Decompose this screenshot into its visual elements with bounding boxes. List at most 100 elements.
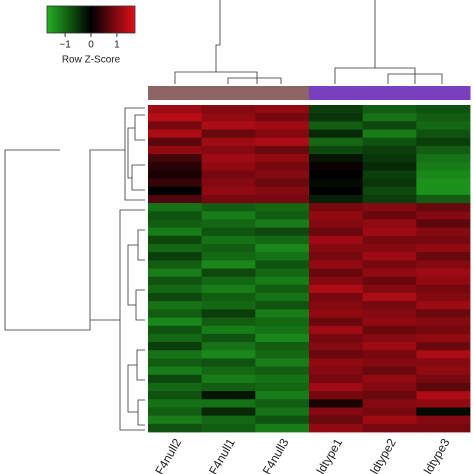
heatmap-cell [255,276,310,286]
heatmap-cell [201,113,256,122]
heatmap-cell [255,366,310,376]
heatmap-cell [362,423,417,433]
heatmap-cell [148,235,203,245]
heatmap-cell [201,121,256,130]
heatmap-cell [362,105,417,114]
heatmap-cell [148,366,203,376]
heatmap-cell [416,162,471,171]
heatmap-cell [416,366,471,376]
heatmap-cell [309,121,364,130]
heatmap-cell [416,186,471,196]
heatmap-cell [362,113,417,122]
heatmap-cell [416,374,471,384]
heatmap-cell [255,317,310,327]
heatmap-cell [362,227,417,237]
heatmap-cell [148,333,203,343]
heatmap-cell [201,391,256,400]
heatmap-cell [255,399,310,408]
heatmap-cell [416,407,471,417]
heatmap-cell [201,203,256,212]
heatmap-cell [148,243,203,253]
heatmap-cell [416,154,471,163]
heatmap-cell [255,252,310,261]
heatmap-cell [148,105,203,114]
heatmap-cell [309,366,364,376]
heatmap-cell [255,170,310,179]
heatmap-cell [201,219,256,229]
heatmap-cell [362,252,417,261]
heatmap-cell [416,211,471,220]
heatmap-cell [255,407,310,417]
heatmap-cell [309,293,364,302]
heatmap-cell [309,260,364,269]
heatmap-cell [201,284,256,294]
heatmap-cell [362,382,417,392]
heatmap-cell [148,325,203,335]
heatmap-cell [255,162,310,171]
heatmap-cell [201,194,256,204]
heatmap-cell [201,260,256,269]
heatmap-cell [255,325,310,335]
column-group-bar [362,86,417,100]
heatmap-cell [362,260,417,269]
heatmap-cell [362,178,417,188]
heatmap-cell [416,333,471,343]
heatmap-cell [255,391,310,400]
heatmap-cell [201,178,256,188]
heatmap-cell [362,129,417,139]
heatmap-cell [201,227,256,237]
heatmap-cell [255,350,310,359]
heatmap-cell [309,129,364,139]
heatmap-cell [362,170,417,179]
heatmap-cell [362,399,417,408]
heatmap-cell [309,342,364,351]
heatmap-cell [255,243,310,253]
heatmap-cell [255,293,310,302]
column-group-bar [416,86,471,100]
heatmap-cell [255,154,310,163]
heatmap-cell [201,154,256,163]
heatmap-cell [255,235,310,245]
column-label: F4null2 [152,436,184,474]
heatmap-cell [148,129,203,139]
heatmap-cell [255,203,310,212]
row-dendrogram [4,107,145,431]
heatmap-cell [309,317,364,327]
heatmap-cell [255,333,310,343]
heatmap-cell [201,374,256,384]
heatmap-cell [309,325,364,335]
heatmap-cell [255,268,310,278]
heatmap-cell [255,121,310,130]
heatmap-cell [148,186,203,196]
heatmap-cell [309,407,364,417]
heatmap-cell [309,137,364,147]
heatmap-cell [309,170,364,179]
heatmap-cell [309,276,364,286]
heatmap-cell [309,358,364,367]
heatmap-cell [201,317,256,327]
heatmap-cell [309,211,364,220]
heatmap-cell [201,342,256,351]
heatmap-cell [148,309,203,318]
heatmap-cell [255,342,310,351]
heatmap-cell [255,382,310,392]
heatmap-cell [255,227,310,237]
heatmap-cell [309,235,364,245]
heatmap-cell [362,243,417,253]
heatmap-cell [416,203,471,212]
heatmap-cell [362,309,417,318]
heatmap-cell [309,178,364,188]
heatmap-cell [309,227,364,237]
heatmap-cell [416,219,471,229]
heatmap-cell [201,333,256,343]
heatmap-cell [148,162,203,171]
heatmap-cell [416,399,471,408]
heatmap-cell [148,137,203,147]
heatmap-cell [416,178,471,188]
heatmap-cell [148,211,203,220]
heatmap-cell [148,203,203,212]
heatmap-cell [362,358,417,367]
heatmap-cell [416,227,471,237]
heatmap-cell [201,382,256,392]
heatmap-cell [309,350,364,359]
